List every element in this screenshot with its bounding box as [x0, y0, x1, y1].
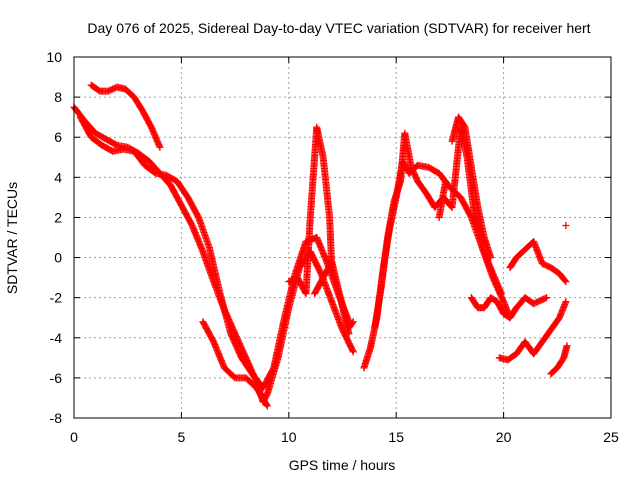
data-point [263, 401, 271, 409]
x-tick-label: 25 [603, 429, 619, 445]
y-tick-label: -6 [50, 370, 63, 386]
y-tick-label: -4 [50, 330, 63, 346]
data-point [543, 294, 551, 302]
grid [74, 57, 611, 418]
x-tick-label: 10 [281, 429, 297, 445]
plot-frame [73, 56, 612, 419]
y-tick-label: 4 [54, 169, 62, 185]
y-tick-label: -8 [50, 410, 63, 426]
y-tick-label: 6 [54, 129, 62, 145]
x-tick-label: 5 [178, 429, 186, 445]
data-points [70, 81, 571, 410]
data-point [562, 278, 570, 286]
data-point [348, 319, 356, 327]
data-point [442, 177, 450, 185]
y-axis-label: SDTVAR / TECUs [4, 182, 20, 294]
axis-ticks: 0 5 10 15 20 25 -8 -6 -4 -2 0 2 4 6 8 10 [46, 49, 619, 445]
data-point [349, 346, 357, 354]
data-point [562, 298, 570, 306]
x-axis-label: GPS time / hours [289, 457, 396, 473]
data-point [561, 276, 569, 284]
data-point [541, 294, 549, 302]
x-tick-label: 0 [70, 429, 78, 445]
chart-title: Day 076 of 2025, Sidereal Day-to-day VTE… [87, 20, 590, 36]
y-tick-label: 2 [54, 209, 62, 225]
y-tick-label: 8 [54, 89, 62, 105]
data-point [349, 348, 357, 356]
y-tick-label: 10 [46, 49, 62, 65]
data-point [497, 290, 505, 298]
data-point [563, 342, 571, 350]
data-point [156, 143, 164, 151]
data-point [562, 221, 570, 229]
y-tick-label: 0 [54, 250, 62, 266]
data-point [263, 402, 271, 410]
data-point [345, 330, 353, 338]
y-tick-label: -2 [50, 290, 63, 306]
x-tick-label: 20 [496, 429, 512, 445]
x-tick-label: 15 [388, 429, 404, 445]
data-point [487, 254, 495, 262]
data-point [349, 318, 357, 326]
